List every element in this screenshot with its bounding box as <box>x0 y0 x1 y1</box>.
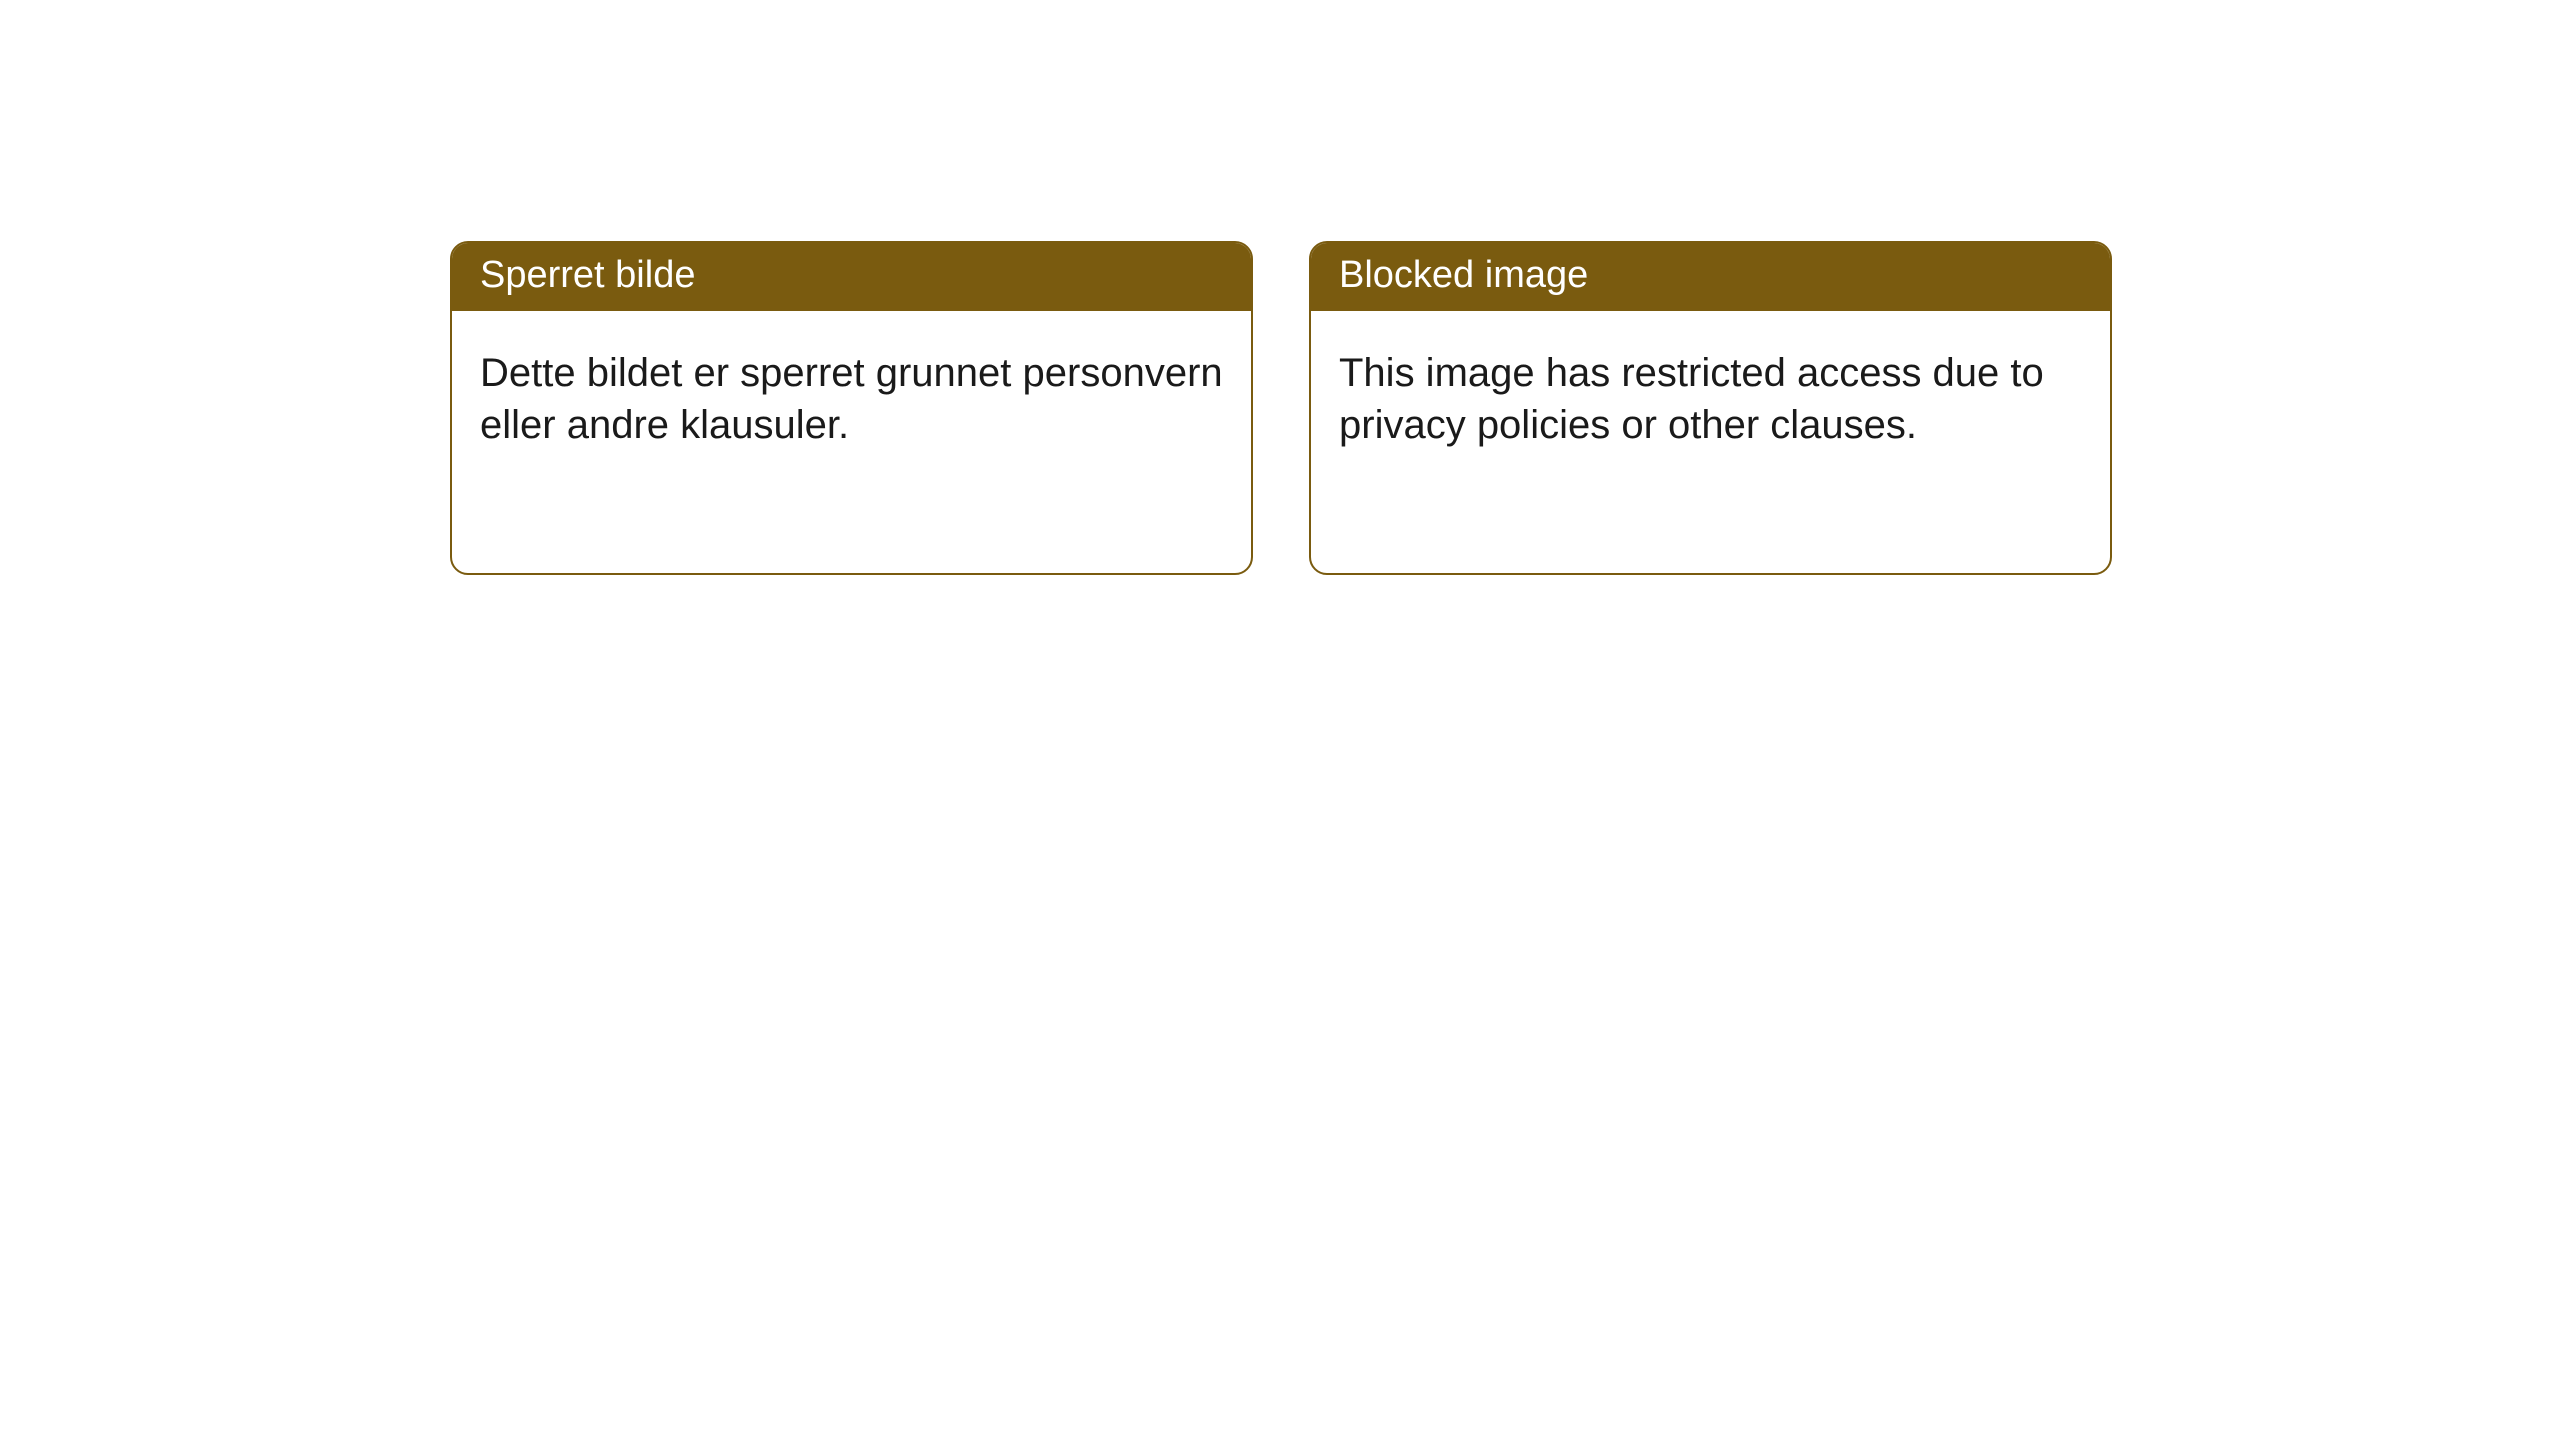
card-title: Blocked image <box>1311 243 2110 311</box>
card-body-text: This image has restricted access due to … <box>1311 311 2110 479</box>
card-title: Sperret bilde <box>452 243 1251 311</box>
notice-card-container: Sperret bilde Dette bildet er sperret gr… <box>450 241 2112 575</box>
blocked-image-card-norwegian: Sperret bilde Dette bildet er sperret gr… <box>450 241 1253 575</box>
card-body-text: Dette bildet er sperret grunnet personve… <box>452 311 1251 479</box>
blocked-image-card-english: Blocked image This image has restricted … <box>1309 241 2112 575</box>
